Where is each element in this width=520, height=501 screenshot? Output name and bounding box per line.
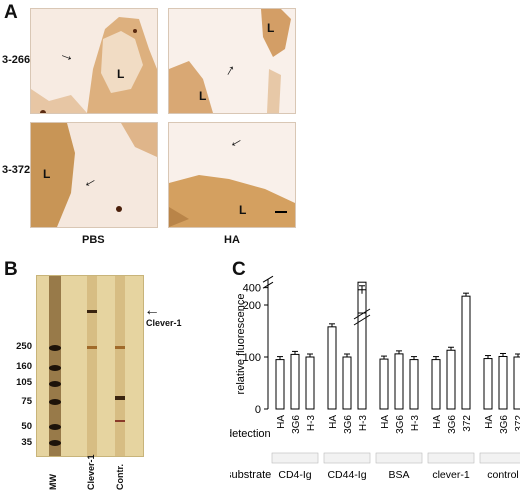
substrate-box bbox=[479, 452, 520, 464]
detection-label: HA bbox=[432, 415, 443, 429]
substrate-box bbox=[427, 452, 475, 464]
bar bbox=[483, 358, 493, 410]
detection-label: HA bbox=[484, 415, 495, 429]
bar bbox=[409, 359, 419, 410]
tissue-image bbox=[31, 9, 157, 113]
panel-a-letter: A bbox=[4, 2, 18, 23]
lane-label-clever-1: Clever-1 bbox=[86, 454, 96, 490]
detection-label: 3G6 bbox=[395, 415, 406, 434]
substrate-label: BSA bbox=[388, 469, 409, 481]
mw-marker-105: 105 bbox=[16, 377, 32, 388]
detection-label: 3G6 bbox=[499, 415, 510, 434]
lumen-label: L bbox=[239, 203, 247, 217]
substrate-box bbox=[323, 452, 371, 464]
bar-break-mark bbox=[353, 314, 371, 326]
mw-marker-50: 50 bbox=[21, 421, 32, 432]
gel-lanes bbox=[37, 276, 143, 456]
clever-1-band-label: Clever-1 bbox=[146, 318, 182, 328]
gel-image bbox=[36, 275, 144, 457]
substrate-box bbox=[375, 452, 423, 464]
substrate-row-label: substrate bbox=[230, 469, 271, 481]
col-label-pbs: PBS bbox=[82, 234, 105, 246]
micrograph-3-266-ha: L L → bbox=[168, 8, 296, 114]
bar bbox=[275, 359, 285, 410]
detection-label: 3G6 bbox=[343, 415, 354, 434]
detection-label: HA bbox=[380, 415, 391, 429]
bar bbox=[342, 356, 352, 410]
axis-break-mark bbox=[262, 275, 274, 283]
y-tick-label: 0 bbox=[255, 404, 261, 416]
bar bbox=[327, 326, 337, 410]
mw-marker-75: 75 bbox=[21, 396, 32, 407]
row-label-3-372: 3-372 bbox=[2, 164, 31, 176]
mw-marker-160: 160 bbox=[16, 361, 32, 372]
lane-label-contr: Contr. bbox=[115, 464, 125, 490]
detection-label: HA bbox=[328, 415, 339, 429]
detection-label: H-3 bbox=[306, 415, 317, 432]
micrograph-3-372-ha: L → bbox=[168, 122, 296, 228]
bar bbox=[431, 359, 441, 410]
lumen-label: L bbox=[117, 67, 125, 81]
substrate-label: control bbox=[487, 469, 519, 481]
arrow-left-icon: ← bbox=[144, 302, 160, 319]
y-tick-label: 400 bbox=[243, 283, 261, 295]
bar bbox=[446, 349, 456, 410]
lumen-label: L bbox=[267, 21, 275, 35]
bar bbox=[513, 356, 520, 410]
row-label-3-266: 3-266 bbox=[2, 54, 31, 66]
y-axis-label: relative fluorescence bbox=[235, 294, 247, 395]
detection-label: HA bbox=[276, 415, 287, 429]
bar bbox=[290, 353, 300, 410]
y-tick-label: 100 bbox=[243, 352, 261, 364]
detection-label: 372 bbox=[462, 415, 473, 432]
mw-marker-250: 250 bbox=[16, 341, 32, 352]
mw-marker-35: 35 bbox=[21, 437, 32, 448]
detection-row-label: detection bbox=[230, 428, 271, 440]
detection-label: 372 bbox=[514, 415, 520, 432]
tissue-image bbox=[169, 9, 295, 113]
substrate-label: CD44-Ig bbox=[327, 469, 366, 481]
panel-c-letter: C bbox=[232, 259, 246, 280]
bar bbox=[498, 355, 508, 410]
detection-label: H-3 bbox=[358, 415, 369, 432]
y-tick-label: 200 bbox=[243, 300, 261, 312]
bar bbox=[357, 281, 367, 410]
lumen-label: L bbox=[43, 167, 51, 181]
substrate-box bbox=[271, 452, 319, 464]
detection-label: 3G6 bbox=[447, 415, 458, 434]
col-label-ha: HA bbox=[224, 234, 240, 246]
lumen-label: L bbox=[199, 89, 207, 103]
tissue-image bbox=[169, 123, 295, 227]
bar-break-mark bbox=[353, 308, 371, 320]
bar bbox=[394, 353, 404, 410]
bar bbox=[379, 358, 389, 410]
bar bbox=[461, 295, 471, 410]
substrate-label: CD4-Ig bbox=[278, 469, 311, 481]
tissue-image bbox=[31, 123, 157, 227]
panel-b-letter: B bbox=[4, 259, 18, 280]
detection-label: H-3 bbox=[410, 415, 421, 432]
lane-label-mw: MW bbox=[48, 474, 58, 490]
detection-label: 3G6 bbox=[291, 415, 302, 434]
substrate-label: clever-1 bbox=[432, 469, 470, 481]
bar bbox=[305, 356, 315, 410]
micrograph-3-372-pbs: L → bbox=[30, 122, 158, 228]
micrograph-3-266-pbs: L → bbox=[30, 8, 158, 114]
